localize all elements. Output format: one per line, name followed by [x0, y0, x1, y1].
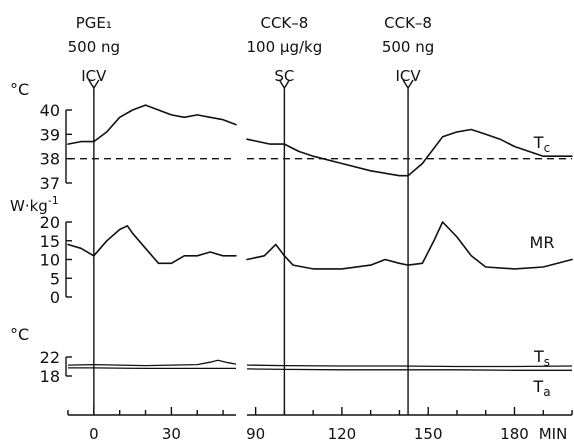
- y-unit-label: °C: [10, 80, 29, 99]
- traces-layer: [67, 104, 573, 371]
- x-tick-label: 90: [246, 425, 265, 443]
- series-label: Ts: [533, 347, 550, 369]
- event-label-line: 100 µg/kg: [247, 38, 323, 56]
- y-tick-label: 15: [40, 232, 60, 251]
- y-tick-label: 40: [40, 101, 60, 120]
- series-tc-line: [246, 128, 573, 177]
- y-tick-label: 0: [50, 288, 60, 307]
- series-mr-line: [246, 221, 573, 270]
- series-ta-line: [68, 367, 236, 370]
- labels-layer: 0 30 90 120 150 180 MIN37383940°C05101520W·kg-…: [10, 14, 567, 443]
- x-unit-label: MIN: [539, 425, 568, 443]
- series-mr-line: [67, 225, 237, 265]
- y-tick-label: 5: [50, 269, 60, 288]
- y-tick-label: 20: [40, 213, 60, 232]
- event-label-line: 500 ng: [68, 38, 120, 56]
- x-tick-label: 0: [89, 425, 99, 443]
- event-markers: [88, 79, 414, 415]
- y-tick-label: 10: [40, 251, 60, 270]
- series-ts-line: [246, 364, 573, 368]
- event-route-label: ICV: [81, 67, 107, 85]
- event-route-label: ICV: [395, 67, 421, 85]
- series-ts-line: [67, 359, 237, 367]
- x-tick-label: 150: [414, 425, 443, 443]
- series-label: MR: [530, 233, 555, 252]
- series-label: Ta: [532, 377, 550, 399]
- event-label-line: CCK–8: [260, 14, 308, 32]
- y-unit-label: W·kg-1: [10, 194, 59, 215]
- event-arrow: [278, 79, 290, 90]
- y-tick-label: 22: [40, 348, 60, 367]
- event-label-line: 500 ng: [382, 38, 434, 56]
- y-tick-label: 37: [40, 174, 60, 193]
- event-label-line: CCK–8: [384, 14, 432, 32]
- x-tick-label: 180: [500, 425, 529, 443]
- event-arrow: [402, 79, 414, 90]
- x-tick-label: 120: [328, 425, 357, 443]
- axes-layer: [65, 109, 573, 416]
- series-ta-line: [246, 368, 572, 371]
- y-tick-label: 18: [40, 367, 60, 386]
- event-arrow: [88, 79, 100, 90]
- event-route-label: SC: [274, 67, 294, 85]
- event-label-line: PGE₁: [76, 14, 112, 32]
- y-tick-label: 38: [40, 150, 60, 169]
- y-tick-label: 39: [40, 125, 60, 144]
- series-tc-line: [67, 104, 237, 145]
- series-label: Tc: [533, 133, 550, 155]
- y-unit-label: °C: [10, 325, 29, 344]
- x-tick-label: 30: [162, 425, 181, 443]
